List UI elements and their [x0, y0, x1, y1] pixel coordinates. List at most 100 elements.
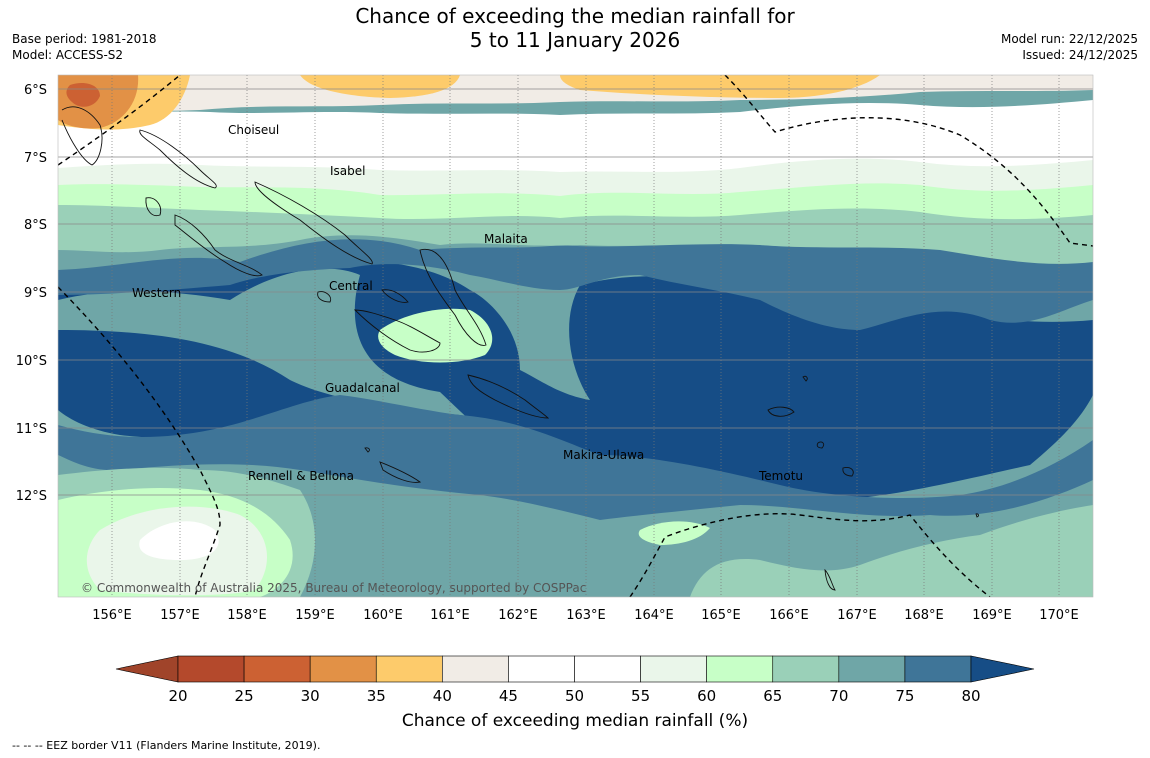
colorbar-tick-label: 80: [961, 687, 980, 705]
region-label-temotu: Temotu: [758, 469, 803, 483]
vella-lavella-coast: [145, 197, 162, 217]
colorbar-tick-label: 30: [301, 687, 320, 705]
eez-footnote: -- -- -- EEZ border V11 (Flanders Marine…: [12, 739, 321, 752]
graticule: [111, 75, 1060, 597]
base-period: Base period: 1981-2018: [12, 32, 157, 46]
lat-label: 10°S: [16, 354, 47, 369]
santa-cruz-coast: [767, 406, 795, 417]
lon-label: 168°E: [904, 608, 944, 623]
colorbar-segment: [243, 655, 311, 683]
eez-border-south: [629, 513, 991, 597]
colorbar-tick-label: 75: [895, 687, 914, 705]
colorbar-segment: [442, 655, 509, 683]
lon-label: 165°E: [701, 608, 741, 623]
latitude-lines: [58, 88, 1093, 496]
vanikoro-coast: [842, 467, 854, 477]
model-name: Model: ACCESS-S2: [12, 48, 124, 62]
region-label-malaita: Malaita: [484, 232, 528, 246]
eez-border: [58, 75, 1093, 597]
colorbar-segment: [640, 655, 707, 683]
colorbar-segment: [574, 655, 641, 683]
lon-label: 166°E: [769, 608, 809, 623]
latitude-labels: 6°S 7°S 8°S 9°S 10°S 11°S 12°S: [16, 83, 47, 504]
lat-label: 9°S: [24, 286, 47, 301]
russell-islands-coast: [317, 291, 332, 303]
colorbar-segment: [375, 655, 443, 683]
colorbar-tick-label: 25: [235, 687, 254, 705]
band-35-40-north-center: [300, 75, 460, 98]
colorbar-tick-label: 35: [367, 687, 386, 705]
colorbar-label: Chance of exceeding median rainfall (%): [402, 711, 748, 731]
tikopia-coast: [975, 513, 979, 518]
reef-islands-coast: [802, 375, 808, 382]
utupua-coast: [816, 441, 825, 449]
colorbar-tick-label: 20: [168, 687, 187, 705]
lat-label: 6°S: [24, 83, 47, 98]
region-label-western: Western: [132, 286, 181, 300]
band-45-55-north: [58, 100, 1093, 172]
longitude-labels: 156°E 157°E 158°E 159°E 160°E 161°E 162°…: [92, 608, 1079, 623]
rainfall-field: [58, 75, 1093, 597]
band-65-70-guadalcanal: [378, 308, 493, 363]
eez-border-northeast: [724, 75, 1093, 247]
lat-label: 11°S: [16, 422, 47, 437]
isabel-coast: [254, 181, 373, 265]
colorbar-segment: [706, 655, 774, 683]
band-65-70-southeast: [638, 521, 710, 545]
colorbar: 20 25 30 35 40 45 50 55 60 65 70 75 80: [115, 655, 1035, 705]
lat-label: 8°S: [24, 218, 47, 233]
eez-border-north: [58, 75, 181, 166]
bellona-coast: [364, 447, 370, 453]
colorbar-extend-high: [970, 655, 1035, 683]
region-label-isabel: Isabel: [330, 164, 365, 178]
choiseul-coast: [139, 129, 217, 189]
malaita-coast: [419, 248, 487, 346]
lon-label: 169°E: [972, 608, 1012, 623]
eez-border-west: [58, 286, 221, 597]
region-labels: Choiseul Isabel Malaita Western Central …: [132, 123, 803, 483]
coastlines: [61, 106, 979, 591]
anuta-coast: [824, 568, 836, 591]
title-line-1: Chance of exceeding the median rainfall …: [355, 4, 795, 28]
lon-label: 158°E: [227, 608, 267, 623]
band-75-80-north: [58, 239, 1093, 330]
lon-label: 167°E: [837, 608, 877, 623]
rennell-coast: [379, 461, 422, 483]
map-frame: [57, 74, 1094, 598]
lon-label: 161°E: [430, 608, 470, 623]
colorbar-extend-low: [115, 655, 179, 683]
region-label-choiseul: Choiseul: [228, 123, 279, 137]
map-title: Chance of exceeding the median rainfall …: [0, 4, 1150, 52]
makira-coast: [467, 374, 550, 419]
lon-label: 160°E: [363, 608, 403, 623]
lon-label: 156°E: [92, 608, 132, 623]
title-line-2: 5 to 11 January 2026: [469, 28, 681, 52]
region-label-rennell-bellona: Rennell & Bellona: [248, 469, 354, 483]
region-label-guadalcanal: Guadalcanal: [325, 381, 400, 395]
colorbar-segment: [508, 655, 575, 683]
lon-label: 157°E: [160, 608, 200, 623]
band-45-55-south: [139, 521, 219, 560]
region-label-central: Central: [329, 279, 373, 293]
lon-label: 162°E: [498, 608, 538, 623]
issued-date: Issued: 24/12/2025: [1022, 48, 1138, 62]
copyright-notice: © Commonwealth of Australia 2025, Bureau…: [81, 581, 586, 595]
florida-islands-coast: [381, 289, 409, 303]
colorbar-tick-label: 70: [829, 687, 848, 705]
lat-label: 7°S: [24, 151, 47, 166]
colorbar-segment: [838, 655, 906, 683]
lon-label: 159°E: [295, 608, 335, 623]
colorbar-segment: [177, 655, 245, 683]
lon-label: 170°E: [1039, 608, 1079, 623]
band-35-40-north-right: [560, 75, 880, 98]
band-70-75-upper: [58, 195, 1093, 264]
colorbar-tick-label: 40: [433, 687, 452, 705]
colorbar-tick-label: 60: [697, 687, 716, 705]
colorbar-tick-label: 65: [763, 687, 782, 705]
meta-right: Model run: 22/12/2025 Issued: 24/12/2025: [1001, 31, 1138, 63]
band-75-80-south: [58, 395, 1093, 520]
guadalcanal-coast: [353, 309, 441, 353]
colorbar-segment: [309, 655, 377, 683]
new-georgia-coast: [174, 214, 263, 277]
colorbar-tick-label: 45: [499, 687, 518, 705]
